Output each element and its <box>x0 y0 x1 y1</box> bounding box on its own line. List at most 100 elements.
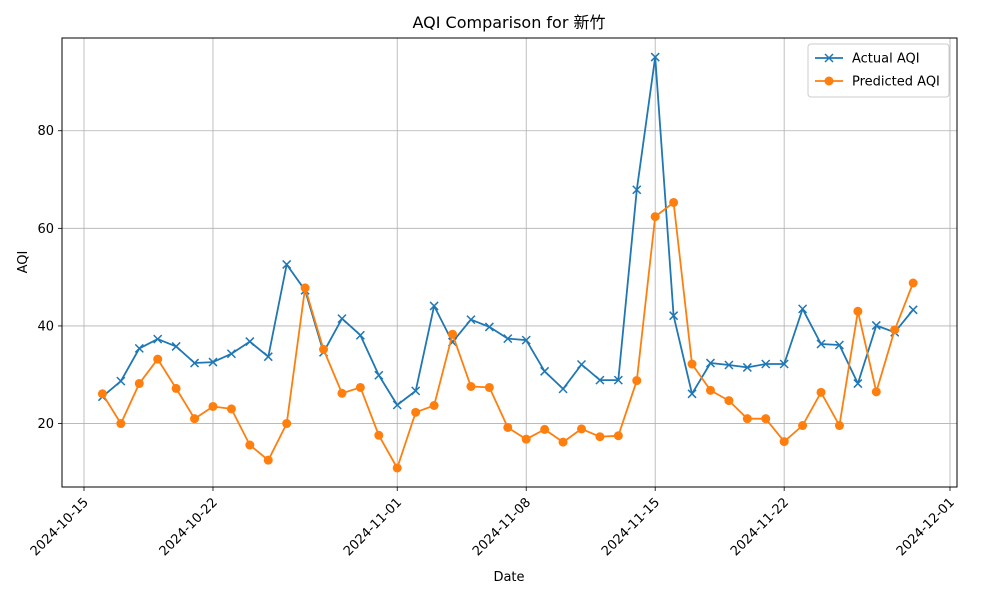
x-tick-label: 2024-12-01 <box>894 495 958 559</box>
data-point <box>798 304 808 314</box>
data-point <box>908 278 918 288</box>
data-point <box>724 360 734 370</box>
data-point <box>245 440 255 450</box>
data-point <box>153 354 163 364</box>
data-point <box>761 414 771 424</box>
data-point <box>171 383 181 393</box>
data-point <box>355 382 365 392</box>
data-point <box>834 421 844 431</box>
data-point <box>761 359 771 369</box>
legend-marker <box>824 53 834 63</box>
data-point <box>816 339 826 349</box>
data-point <box>466 381 476 391</box>
series-layer <box>97 52 918 473</box>
x-tick-label: 2024-10-15 <box>28 495 92 559</box>
data-point <box>134 343 144 353</box>
data-point <box>908 305 918 315</box>
legend-entry: Predicted AQI <box>815 75 940 90</box>
data-point <box>705 385 715 395</box>
data-point <box>595 375 605 385</box>
data-point <box>374 430 384 440</box>
x-tick-label: 2024-11-01 <box>341 495 405 559</box>
data-point <box>705 358 715 368</box>
data-point <box>613 431 623 441</box>
data-point <box>834 340 844 350</box>
y-axis: 20 40 60 80 <box>37 124 62 432</box>
data-point <box>484 382 494 392</box>
data-point <box>263 455 273 465</box>
data-point <box>116 419 126 429</box>
data-point <box>411 386 421 396</box>
data-point <box>687 389 697 399</box>
data-point <box>650 52 660 62</box>
data-point <box>595 432 605 442</box>
data-point <box>282 259 292 269</box>
chart-title: AQI Comparison for 新竹 <box>412 13 605 32</box>
data-point <box>890 325 900 335</box>
data-point <box>540 424 550 434</box>
data-point <box>871 320 881 330</box>
data-point <box>613 375 623 385</box>
legend: Actual AQI Predicted AQI <box>807 43 950 98</box>
data-point <box>724 396 734 406</box>
data-point <box>871 387 881 397</box>
data-point <box>558 384 568 394</box>
y-axis-label: AQI <box>16 251 31 274</box>
data-point <box>226 349 236 359</box>
legend-label: Actual AQI <box>852 52 920 67</box>
legend-entry: Actual AQI <box>815 52 920 67</box>
data-point <box>337 314 347 324</box>
data-point <box>669 311 679 321</box>
data-point <box>319 344 329 354</box>
x-tick-label: 2024-11-08 <box>470 495 534 559</box>
y-tick-label: 60 <box>37 222 54 237</box>
data-point <box>411 407 421 417</box>
data-point <box>448 329 458 339</box>
data-point <box>190 358 200 368</box>
data-point <box>116 376 126 386</box>
plot-frame <box>61 37 958 488</box>
data-point <box>742 414 752 424</box>
data-point <box>798 421 808 431</box>
data-point <box>484 322 494 332</box>
data-point <box>263 352 273 362</box>
data-point <box>576 359 587 370</box>
data-point <box>853 306 863 316</box>
x-axis-label: Date <box>493 570 524 585</box>
data-point <box>171 341 181 351</box>
y-tick-label: 20 <box>37 417 54 432</box>
data-point <box>650 212 660 222</box>
data-point <box>576 424 586 434</box>
data-point <box>392 463 402 473</box>
data-point <box>466 315 476 325</box>
series-line <box>101 56 914 406</box>
grid <box>62 38 957 487</box>
data-point <box>190 414 200 424</box>
legend-box <box>807 43 950 98</box>
data-point <box>540 366 550 376</box>
data-point <box>355 330 365 340</box>
data-point <box>282 419 292 429</box>
data-point <box>853 379 863 389</box>
data-point <box>245 337 255 347</box>
data-point <box>208 357 218 367</box>
data-point <box>779 359 789 369</box>
x-tick-label: 2024-11-15 <box>599 495 663 559</box>
data-point <box>300 283 310 293</box>
data-point <box>208 401 218 411</box>
data-point <box>97 389 107 399</box>
data-point <box>669 197 679 207</box>
data-point <box>521 335 531 345</box>
data-point <box>337 388 347 398</box>
data-point <box>429 301 439 311</box>
data-point <box>134 379 144 389</box>
data-point <box>503 334 513 344</box>
data-point <box>558 437 568 447</box>
data-point <box>503 422 513 432</box>
data-point <box>632 376 642 386</box>
series-predicted-aqi <box>97 197 918 473</box>
series-actual-aqi <box>97 52 918 410</box>
x-tick-label: 2024-11-22 <box>728 495 792 559</box>
